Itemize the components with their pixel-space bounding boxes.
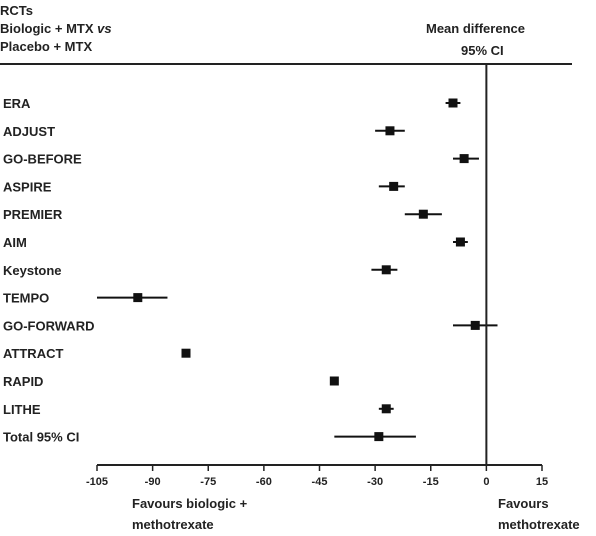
study-label-aim: AIM (3, 235, 27, 250)
x-tick-label-0: 0 (483, 476, 489, 488)
header-mean-difference: Mean difference (426, 21, 525, 36)
study-label-premier: PREMIER (3, 207, 63, 222)
header-comparison: Biologic + MTX vs (0, 21, 112, 37)
marker-go-forward (470, 320, 480, 330)
ci-lines (97, 102, 498, 438)
study-label-total-95-ci: Total 95% CI (3, 430, 79, 445)
study-label-attract: ATTRACT (3, 346, 63, 361)
study-label-go-forward: GO-FORWARD (3, 318, 94, 333)
study-label-tempo: TEMPO (3, 291, 49, 306)
marker-tempo (133, 293, 143, 303)
study-label-era: ERA (3, 96, 31, 111)
marker-attract (181, 348, 191, 358)
x-tick-label--90: -90 (145, 476, 161, 488)
x-tick-label--45: -45 (312, 476, 328, 488)
marker-era (448, 98, 458, 108)
marker-go-before (459, 154, 469, 164)
marker-total-95-ci (374, 432, 384, 442)
header-vs: vs (97, 21, 112, 36)
marker-rapid (329, 376, 339, 386)
marker-adjust (385, 126, 395, 136)
header-ci: 95% CI (461, 43, 504, 58)
favours-biologic-line1: Favours biologic + (132, 496, 248, 511)
favours-methotrexate-line2: methotrexate (498, 517, 580, 532)
study-label-adjust: ADJUST (3, 124, 55, 139)
study-label-go-before: GO-BEFORE (3, 152, 82, 167)
point-estimates (133, 98, 480, 442)
favours-methotrexate-line1: Favours (498, 496, 549, 511)
header-comparison-prefix: Biologic + MTX (0, 21, 98, 36)
x-tick-label--60: -60 (256, 476, 272, 488)
marker-aim (455, 237, 465, 247)
favours-biologic-line2: methotrexate (132, 517, 214, 532)
study-label-keystone: Keystone (3, 263, 62, 278)
header-rcts: RCTs (0, 3, 33, 18)
header-placebo: Placebo + MTX (0, 39, 93, 54)
study-label-aspire: ASPIRE (3, 179, 52, 194)
x-tick-label-15: 15 (536, 476, 548, 488)
x-axis-tick-labels: -105 -90 -75 -60 -45 -30 -15 0 15 (86, 476, 548, 488)
x-tick-label--105: -105 (86, 476, 108, 488)
marker-keystone (381, 265, 391, 275)
study-label-lithe: LITHE (3, 402, 41, 417)
study-labels: ERA ADJUST GO-BEFORE ASPIRE PREMIER AIM Keysto… (3, 96, 94, 445)
x-axis-ticks (96, 465, 543, 471)
marker-lithe (381, 404, 391, 414)
marker-aspire (389, 181, 399, 191)
x-tick-label--75: -75 (200, 476, 216, 488)
x-tick-label--30: -30 (367, 476, 383, 488)
marker-premier (418, 209, 428, 219)
study-label-rapid: RAPID (3, 374, 43, 389)
x-tick-label--15: -15 (423, 476, 439, 488)
